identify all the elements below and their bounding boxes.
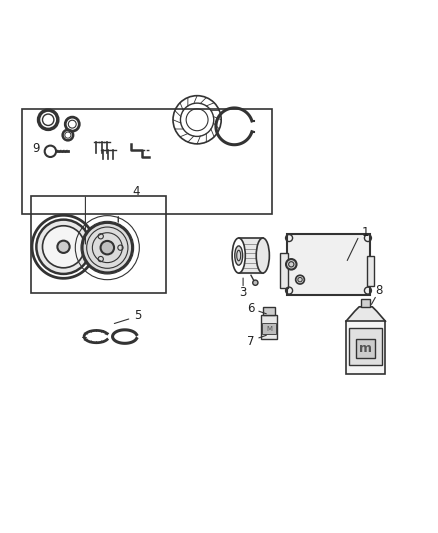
Text: 8: 8 [375,284,382,297]
Bar [367,255,374,286]
Text: 9: 9 [32,142,40,155]
Bar [263,307,275,314]
Text: M: M [266,326,272,332]
Text: 5: 5 [134,309,141,322]
Circle shape [57,241,70,253]
Circle shape [286,259,297,270]
Polygon shape [346,307,385,321]
Text: 6: 6 [247,303,255,316]
Circle shape [296,275,304,284]
Bar [349,328,382,365]
Circle shape [253,280,258,285]
Bar [262,324,276,334]
Circle shape [42,226,85,268]
Bar [346,321,385,374]
Bar [356,339,375,359]
Ellipse shape [232,238,245,273]
Ellipse shape [235,246,243,265]
Bar [361,299,370,307]
Bar [22,109,272,214]
Circle shape [82,223,132,273]
Ellipse shape [256,238,269,273]
Text: 3: 3 [240,286,247,300]
Bar [261,314,277,339]
Bar [280,253,288,288]
Bar [31,197,166,293]
Circle shape [36,220,91,274]
Text: 4: 4 [132,184,140,198]
Bar [287,233,370,295]
Circle shape [101,241,114,254]
Text: m: m [359,342,372,356]
Text: 2: 2 [114,223,122,236]
Text: 7: 7 [247,335,255,349]
Text: 1: 1 [362,226,370,239]
